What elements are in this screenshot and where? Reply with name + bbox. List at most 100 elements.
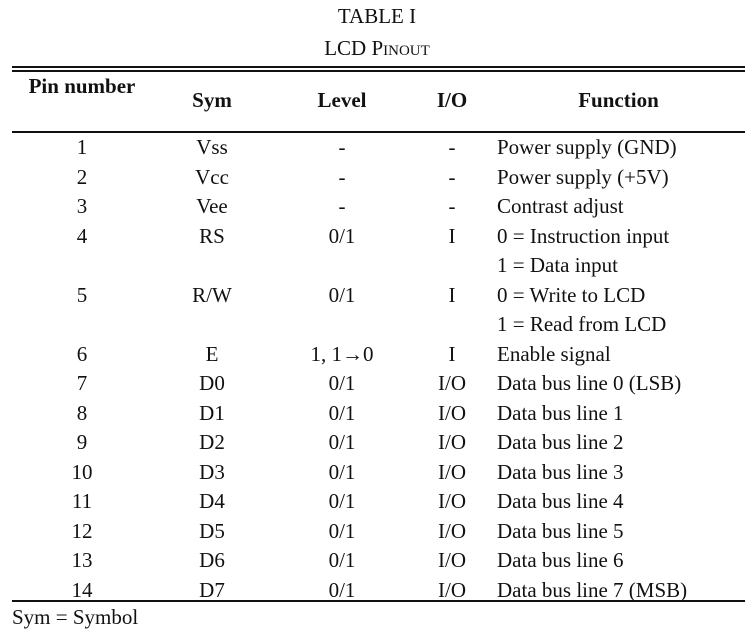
- table-row: 9 D2 0/1 I/O Data bus line 2: [12, 428, 745, 458]
- header-level: Level: [317, 88, 367, 112]
- table-row: 1 Vss - - Power supply (GND): [12, 133, 745, 163]
- cell-sym: Vss: [196, 135, 228, 159]
- cell-level: 0/1: [328, 223, 356, 248]
- header-pin-number: Pin number: [28, 74, 136, 98]
- cell-io: -: [448, 135, 456, 159]
- cell-sym: D1: [199, 400, 225, 425]
- cell-level: [272, 310, 412, 340]
- cell-function: Data bus line 0 (LSB): [497, 371, 682, 395]
- table-row: 6 E 1, 1→0 I Enable signal: [12, 340, 745, 370]
- cell-sym: D5: [199, 518, 225, 543]
- table-row: 1 = Data input: [12, 251, 745, 281]
- cell-sym: [152, 251, 272, 281]
- cell-function: 0 = Instruction input: [497, 223, 670, 248]
- cell-sym: D3: [199, 459, 225, 484]
- pinout-table-body: 1 Vss - - Power supply (GND) 2 Vcc - - Power supp…: [12, 133, 745, 605]
- cell-function: Power supply (GND): [497, 135, 677, 159]
- cell-function: Contrast adjust: [497, 194, 624, 218]
- table-row: 11 D4 0/1 I/O Data bus line 4: [12, 487, 745, 517]
- cell-io: I: [448, 282, 456, 307]
- cell-level: 0/1: [328, 518, 356, 543]
- cell-pin: 9: [76, 430, 88, 454]
- cell-pin: 10: [71, 459, 93, 484]
- header-sym: Sym: [192, 88, 232, 112]
- cell-sym: D0: [199, 371, 225, 395]
- cell-function: Power supply (+5V): [497, 164, 669, 189]
- cell-level: 0/1: [328, 371, 356, 395]
- table-row: 7 D0 0/1 I/O Data bus line 0 (LSB): [12, 369, 745, 399]
- cell-io: I/O: [438, 548, 466, 572]
- cell-function: Data bus line 7 (MSB): [497, 577, 688, 602]
- table-row: 5 R/W 0/1 I 0 = Write to LCD: [12, 281, 745, 311]
- cell-io: I/O: [438, 577, 466, 602]
- cell-pin: [12, 310, 152, 340]
- cell-function: Data bus line 4: [497, 489, 624, 513]
- table-row: 14 D7 0/1 I/O Data bus line 7 (MSB): [12, 576, 745, 606]
- cell-pin: 7: [76, 371, 88, 395]
- cell-function: 1 = Data input: [497, 253, 618, 277]
- cell-level: -: [338, 164, 346, 189]
- cell-sym: D7: [199, 577, 225, 602]
- cell-level: 0/1: [328, 548, 356, 572]
- cell-level: 0/1: [328, 489, 356, 513]
- cell-io: [412, 251, 492, 281]
- table-row: 12 D5 0/1 I/O Data bus line 5: [12, 517, 745, 547]
- cell-level: 0/1: [328, 430, 356, 454]
- cell-sym: RS: [199, 223, 225, 248]
- cell-io: I/O: [438, 400, 466, 425]
- cell-function: 1 = Read from LCD: [497, 312, 667, 336]
- table-row: 4 RS 0/1 I 0 = Instruction input: [12, 222, 745, 252]
- cell-pin: 14: [71, 577, 93, 602]
- table-row: 8 D1 0/1 I/O Data bus line 1: [12, 399, 745, 429]
- cell-level: 0/1: [328, 577, 356, 602]
- cell-pin: 6: [76, 341, 88, 366]
- cell-pin: 1: [76, 135, 88, 159]
- top-rule-inner: [12, 70, 745, 72]
- cell-io: [412, 310, 492, 340]
- table-row: 2 Vcc - - Power supply (+5V): [12, 163, 745, 193]
- cell-pin: [12, 251, 152, 281]
- header-function: Function: [578, 88, 659, 112]
- table-row: 3 Vee - - Contrast adjust: [12, 192, 745, 222]
- cell-pin: 4: [76, 223, 88, 248]
- cell-io: I: [448, 341, 456, 366]
- table-row: 1 = Read from LCD: [12, 310, 745, 340]
- cell-pin: 2: [76, 164, 88, 189]
- cell-pin: 5: [76, 282, 88, 307]
- header-io: I/O: [436, 88, 468, 112]
- cell-function: Data bus line 2: [497, 430, 624, 454]
- cell-sym: Vee: [196, 194, 228, 218]
- cell-function: Data bus line 6: [497, 548, 624, 572]
- table-row: 10 D3 0/1 I/O Data bus line 3: [12, 458, 745, 488]
- cell-pin: 11: [71, 489, 93, 513]
- cell-pin: 8: [76, 400, 88, 425]
- cell-io: -: [448, 164, 456, 189]
- cell-function: Data bus line 3: [497, 459, 624, 484]
- cell-sym: R/W: [192, 282, 232, 307]
- cell-function: 0 = Write to LCD: [497, 282, 646, 307]
- table-number: TABLE I: [337, 4, 417, 28]
- cell-sym: D4: [199, 489, 225, 513]
- cell-sym: D6: [199, 548, 225, 572]
- bottom-rule: [12, 600, 745, 602]
- cell-pin: 13: [71, 548, 93, 572]
- cell-sym: E: [205, 341, 219, 366]
- cell-function: Enable signal: [497, 341, 611, 366]
- cell-sym: Vcc: [195, 164, 229, 189]
- footnote: Sym = Symbol: [12, 605, 139, 629]
- cell-io: I/O: [438, 371, 466, 395]
- cell-io: I/O: [438, 430, 466, 454]
- cell-io: I/O: [438, 459, 466, 484]
- cell-io: I/O: [438, 518, 466, 543]
- cell-level: -: [338, 194, 346, 218]
- cell-level: [272, 251, 412, 281]
- table-title: LCD Pinout: [324, 36, 430, 60]
- cell-function: Data bus line 5: [497, 518, 624, 543]
- cell-pin: 12: [71, 518, 93, 543]
- header-rule: [12, 131, 745, 133]
- cell-level: 0/1: [328, 459, 356, 484]
- cell-io: I/O: [438, 489, 466, 513]
- cell-level: 0/1: [328, 400, 356, 425]
- table-row: 13 D6 0/1 I/O Data bus line 6: [12, 546, 745, 576]
- cell-sym: D2: [199, 430, 225, 454]
